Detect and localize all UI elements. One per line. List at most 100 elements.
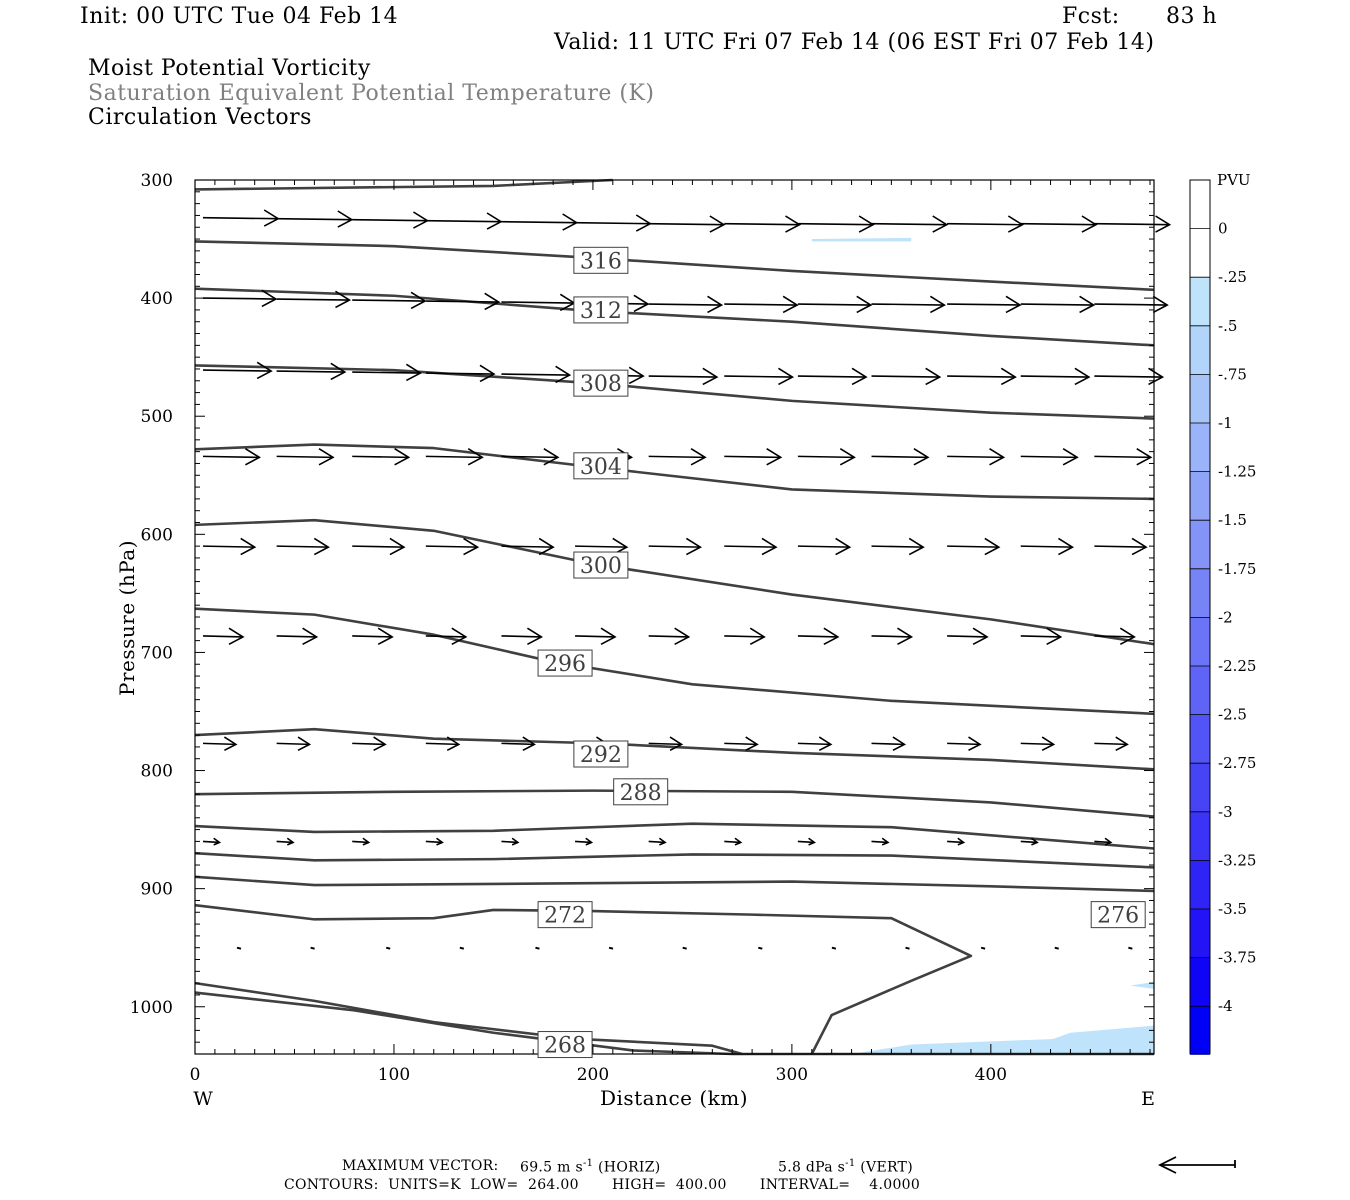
vector-shaft <box>575 635 616 638</box>
contour-label-box <box>537 1031 593 1059</box>
circulation-vector <box>648 837 667 846</box>
circulation-vector-layer <box>202 209 1172 950</box>
vector-shaft <box>947 840 964 844</box>
vector-head <box>555 365 572 384</box>
vector-shaft <box>1094 742 1128 746</box>
circulation-vector <box>947 295 1022 314</box>
circulation-vector <box>385 946 391 950</box>
vector-head <box>1155 215 1172 233</box>
vector-head <box>486 212 503 230</box>
vector-shaft <box>202 297 276 300</box>
vector-head <box>256 361 273 380</box>
vector-shaft <box>501 455 558 459</box>
vector-shaft <box>276 635 317 638</box>
vector-shaft <box>425 545 478 548</box>
legend-label: -.75 <box>1218 365 1247 383</box>
vector-head <box>394 447 411 466</box>
circulation-vector <box>202 289 278 308</box>
theta-es-contour <box>194 240 1155 292</box>
vector-head <box>707 295 724 314</box>
contour-label-layer: 316 312 308 304 300 296 292 288 276 272 268 <box>537 246 1146 1059</box>
vector-shaft <box>947 303 1020 306</box>
legend-label: -1.5 <box>1218 511 1247 529</box>
circulation-vector <box>1094 627 1136 645</box>
legend-swatch <box>1190 180 1210 229</box>
legend-swatch <box>1190 568 1210 618</box>
circulation-vector <box>1054 946 1059 950</box>
vector-shaft <box>1020 375 1089 378</box>
vector-shaft <box>202 369 272 372</box>
vector-head <box>734 837 743 846</box>
contour-label-text: 276 <box>1097 904 1139 929</box>
circulation-vector <box>947 627 989 645</box>
contour-label-text: 308 <box>580 372 622 397</box>
theta-es-contour <box>194 607 1155 716</box>
vector-shaft <box>1094 840 1111 844</box>
circulation-vector <box>202 627 245 645</box>
vector-head <box>1005 295 1022 314</box>
x-tick-label: 200 <box>577 1065 609 1085</box>
contour-label-text: 300 <box>580 554 622 579</box>
contour-label-text: 312 <box>580 299 622 324</box>
circulation-vector <box>947 537 1001 556</box>
legend-swatch <box>1190 520 1210 569</box>
legend-label: -2.75 <box>1218 754 1256 772</box>
vector-shaft <box>797 222 874 226</box>
vector-shaft <box>724 222 800 226</box>
circulation-vector <box>648 215 726 233</box>
circulation-vector <box>310 946 315 950</box>
theta-es-contour <box>194 822 1155 850</box>
vector-shaft <box>425 219 502 223</box>
vector-shaft <box>871 303 945 306</box>
contour-label-text: 296 <box>544 652 586 677</box>
vector-shaft <box>352 371 421 374</box>
vector-shaft <box>276 742 310 746</box>
circulation-vector <box>871 627 914 645</box>
legend-swatch <box>1190 277 1210 326</box>
vector-head <box>766 447 783 466</box>
vector-shaft <box>797 635 838 638</box>
vector-shaft <box>1020 303 1094 306</box>
vector-shaft <box>276 545 329 548</box>
pv-shade-patch <box>1130 981 1154 990</box>
x-axis-west-label: W <box>193 1088 213 1110</box>
circulation-vector <box>352 291 427 310</box>
vector-shaft <box>1020 635 1061 638</box>
vector-shaft <box>352 455 409 459</box>
theta-es-contour <box>194 443 1155 501</box>
legend-label: 0 <box>1218 220 1228 238</box>
vector-head <box>377 627 394 645</box>
circulation-vector <box>797 837 816 846</box>
vector-head <box>989 447 1006 466</box>
circulation-vector <box>276 362 347 381</box>
vector-shaft <box>871 545 924 548</box>
y-tick-label: 600 <box>141 525 173 545</box>
vector-shaft <box>501 545 554 548</box>
vector-head <box>669 736 684 751</box>
circulation-vector <box>871 367 942 386</box>
circulation-vector <box>276 736 312 751</box>
vector-shaft <box>1094 375 1163 378</box>
theta-es-contour <box>194 789 1155 818</box>
vector-shaft <box>352 545 404 548</box>
max-vector-horizontal: 69.5 m s-1 (HORIZ) <box>520 1158 661 1176</box>
contour-label-text: 292 <box>580 743 622 768</box>
vector-head <box>1062 447 1079 466</box>
vector-shaft <box>276 455 334 459</box>
vector-shaft <box>1020 840 1038 844</box>
contour-label-box <box>573 740 629 768</box>
vector-shaft <box>276 370 345 373</box>
vector-shaft <box>1094 545 1147 548</box>
circulation-vector <box>1020 837 1039 846</box>
axes-frame: 300 400 500 600 700 800 900 1000 0 100 200 300 400 <box>130 171 1155 1085</box>
vector-shaft <box>1020 742 1054 746</box>
vector-head <box>240 537 257 556</box>
contour-label-box <box>537 901 593 929</box>
circulation-vector <box>425 447 484 466</box>
legend-swatch <box>1190 763 1210 812</box>
vector-head <box>467 447 484 466</box>
max-vector-vertical: 5.8 dPa s-1 (VERT) <box>778 1158 913 1176</box>
y-tick-label: 700 <box>141 643 173 663</box>
circulation-vector <box>352 736 387 751</box>
vector-shaft <box>797 375 867 378</box>
